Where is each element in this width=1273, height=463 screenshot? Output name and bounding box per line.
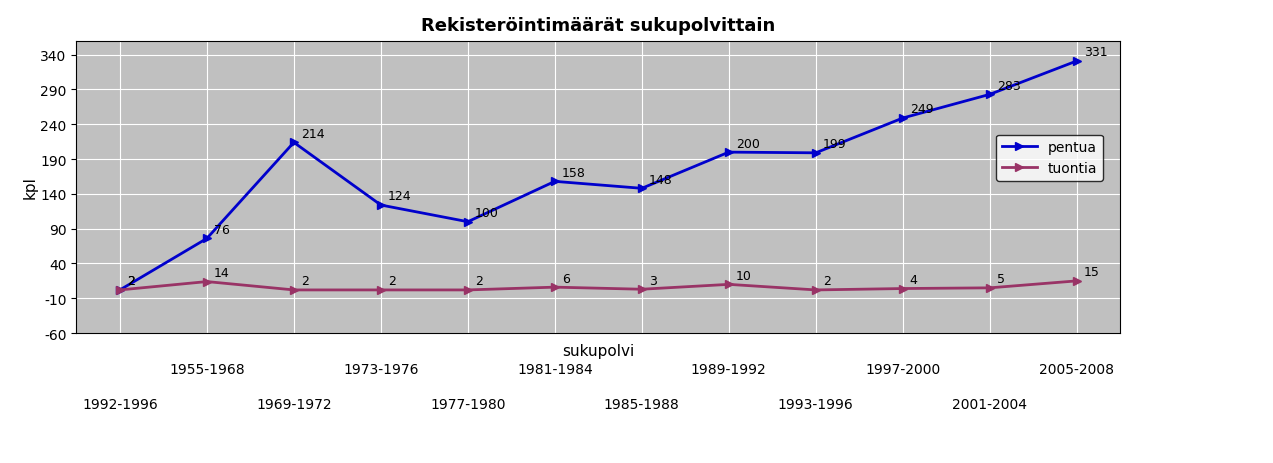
Text: 200: 200 — [736, 137, 760, 150]
pentua — [808, 150, 824, 156]
Text: 1973-1976: 1973-1976 — [344, 363, 419, 376]
tuontia — [721, 282, 736, 288]
pentua — [286, 140, 302, 146]
Text: 1977-1980: 1977-1980 — [430, 398, 505, 412]
Text: 3: 3 — [649, 274, 657, 287]
Text: 2: 2 — [388, 275, 396, 288]
Text: 100: 100 — [475, 206, 499, 219]
pentua — [112, 288, 127, 293]
Line: pentua: pentua — [116, 58, 1081, 294]
tuontia — [112, 288, 127, 293]
pentua — [461, 219, 476, 225]
tuontia — [461, 288, 476, 293]
Text: 6: 6 — [561, 272, 569, 285]
Y-axis label: kpl: kpl — [23, 176, 37, 199]
Text: 1997-2000: 1997-2000 — [866, 363, 941, 376]
Text: 10: 10 — [736, 269, 751, 282]
tuontia — [373, 288, 388, 293]
Text: 2005-2008: 2005-2008 — [1039, 363, 1114, 376]
Text: 4: 4 — [910, 273, 918, 286]
Text: 15: 15 — [1083, 266, 1100, 279]
pentua — [373, 203, 388, 208]
Title: Rekisteröintimäärät sukupolvittain: Rekisteröintimäärät sukupolvittain — [421, 17, 775, 35]
Text: 2: 2 — [475, 275, 482, 288]
Text: 158: 158 — [561, 166, 586, 179]
X-axis label: sukupolvi: sukupolvi — [563, 344, 634, 359]
tuontia — [1069, 278, 1085, 284]
Text: 1993-1996: 1993-1996 — [778, 398, 854, 412]
Text: 148: 148 — [649, 173, 672, 186]
pentua — [721, 150, 736, 156]
Text: 2001-2004: 2001-2004 — [952, 398, 1027, 412]
Text: 1981-1984: 1981-1984 — [517, 363, 593, 376]
pentua — [634, 186, 649, 192]
pentua — [895, 116, 910, 121]
Text: 2: 2 — [300, 275, 308, 288]
Text: 214: 214 — [300, 127, 325, 140]
Text: 1969-1972: 1969-1972 — [256, 398, 332, 412]
Text: 5: 5 — [997, 273, 1004, 286]
Text: 14: 14 — [214, 266, 229, 279]
Legend: pentua, tuontia: pentua, tuontia — [997, 135, 1102, 181]
Text: 249: 249 — [910, 103, 933, 116]
Text: 1989-1992: 1989-1992 — [691, 363, 766, 376]
pentua — [200, 236, 215, 242]
pentua — [547, 179, 563, 185]
Line: tuontia: tuontia — [116, 277, 1081, 294]
tuontia — [286, 288, 302, 293]
tuontia — [200, 279, 215, 285]
Text: 2: 2 — [822, 275, 830, 288]
Text: 283: 283 — [997, 80, 1021, 93]
Text: 331: 331 — [1083, 46, 1108, 59]
tuontia — [808, 288, 824, 293]
Text: 76: 76 — [214, 223, 229, 236]
Text: 2: 2 — [127, 275, 135, 288]
tuontia — [895, 286, 910, 292]
Text: 1985-1988: 1985-1988 — [603, 398, 680, 412]
Text: 1955-1968: 1955-1968 — [169, 363, 244, 376]
Text: 1992-1996: 1992-1996 — [81, 398, 158, 412]
Text: 199: 199 — [822, 138, 847, 151]
tuontia — [547, 285, 563, 290]
pentua — [1069, 59, 1085, 64]
tuontia — [983, 285, 998, 291]
tuontia — [634, 287, 649, 293]
Text: 2: 2 — [127, 275, 135, 288]
Text: 124: 124 — [388, 190, 411, 203]
pentua — [983, 92, 998, 98]
